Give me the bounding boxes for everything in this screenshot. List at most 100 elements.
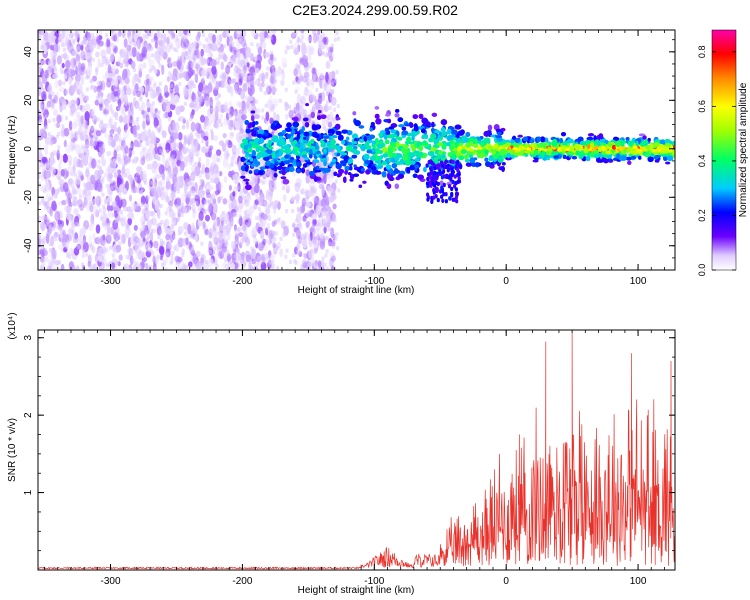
- noise-wash: [225, 139, 229, 144]
- noise-wash: [278, 98, 282, 103]
- noise-wash: [145, 42, 148, 47]
- noise-wash: [129, 144, 133, 149]
- noise-cell: [267, 239, 272, 246]
- noise-wash: [285, 268, 289, 270]
- noise-wash: [205, 37, 209, 42]
- noise-wash: [227, 113, 231, 118]
- noise-wash: [266, 53, 270, 58]
- noise-wash: [327, 241, 331, 246]
- noise-wash: [320, 162, 324, 167]
- noise-wash: [152, 198, 156, 203]
- noise-wash: [236, 185, 240, 190]
- noise-wash: [206, 100, 210, 105]
- noise-wash: [104, 56, 108, 61]
- noise-cell: [265, 111, 270, 122]
- noise-wash: [95, 68, 99, 73]
- noise-cell: [195, 63, 201, 70]
- noise-cell: [255, 79, 260, 86]
- noise-wash: [321, 256, 325, 261]
- noise-wash: [274, 87, 278, 92]
- noise-wash: [168, 231, 172, 236]
- noise-cell: [55, 37, 59, 45]
- noise-cell: [254, 114, 260, 120]
- noise-wash: [202, 43, 206, 48]
- noise-wash: [323, 208, 327, 213]
- noise-cell: [95, 130, 102, 137]
- noise-wash: [45, 105, 49, 110]
- noise-wash: [333, 218, 337, 223]
- noise-wash: [109, 42, 113, 47]
- noise-wash: [252, 81, 256, 86]
- noise-cell: [106, 46, 112, 55]
- noise-cell: [76, 188, 82, 195]
- noise-wash: [214, 165, 218, 170]
- noise-wash: [44, 215, 48, 220]
- noise-wash: [265, 71, 269, 76]
- noise-wash: [141, 187, 144, 192]
- noise-wash: [321, 51, 325, 56]
- noise-cell: [323, 105, 328, 112]
- noise-wash: [70, 111, 74, 116]
- noise-wash: [194, 76, 198, 81]
- noise-wash: [304, 87, 308, 92]
- noise-wash: [111, 161, 115, 166]
- noise-wash: [273, 204, 277, 209]
- noise-wash: [158, 143, 162, 148]
- noise-wash: [210, 244, 214, 249]
- noise-wash: [111, 253, 115, 258]
- noise-cell: [58, 162, 62, 170]
- noise-cell: [113, 126, 118, 132]
- noise-cell: [91, 108, 96, 117]
- noise-wash: [307, 210, 311, 215]
- noise-wash: [136, 171, 140, 176]
- noise-cell: [38, 181, 42, 189]
- noise-wash: [181, 147, 185, 152]
- noise-wash: [186, 43, 190, 48]
- noise-wash: [157, 235, 161, 240]
- noise-wash: [126, 224, 130, 228]
- noise-cell: [185, 119, 190, 130]
- noise-wash: [228, 260, 232, 265]
- noise-wash: [68, 254, 72, 259]
- noise-cell: [329, 257, 334, 268]
- noise-cell: [75, 176, 82, 185]
- noise-wash: [44, 251, 48, 256]
- noise-cell: [116, 88, 120, 99]
- noise-wash: [190, 100, 194, 104]
- noise-cell: [172, 74, 176, 81]
- noise-cell: [219, 33, 223, 42]
- noise-wash: [53, 250, 57, 255]
- noise-wash: [328, 218, 332, 223]
- noise-cell: [200, 56, 205, 65]
- noise-cell: [101, 155, 105, 166]
- noise-wash: [164, 99, 168, 104]
- noise-cell: [127, 212, 133, 219]
- noise-wash: [320, 223, 324, 228]
- noise-cell: [235, 247, 240, 254]
- noise-wash: [284, 101, 288, 106]
- noise-wash: [62, 81, 66, 86]
- noise-wash: [49, 248, 52, 252]
- noise-cell: [261, 213, 268, 221]
- noise-wash: [195, 36, 199, 40]
- noise-wash: [326, 46, 330, 51]
- noise-wash: [316, 204, 320, 209]
- noise-wash: [115, 248, 119, 253]
- noise-cell: [238, 78, 243, 86]
- noise-wash: [178, 32, 182, 37]
- noise-wash: [48, 102, 52, 107]
- noise-wash: [136, 40, 139, 45]
- noise-wash: [291, 32, 295, 37]
- noise-cell: [88, 223, 94, 232]
- noise-wash: [119, 50, 123, 55]
- noise-cell: [176, 256, 183, 263]
- noise-wash: [161, 69, 165, 74]
- noise-cell: [319, 240, 326, 250]
- noise-wash: [178, 82, 182, 86]
- noise-cell: [68, 179, 75, 189]
- noise-cell: [153, 80, 157, 86]
- noise-cell: [123, 141, 127, 149]
- noise-wash: [209, 166, 213, 171]
- noise-wash: [224, 258, 228, 263]
- noise-cell: [241, 106, 247, 116]
